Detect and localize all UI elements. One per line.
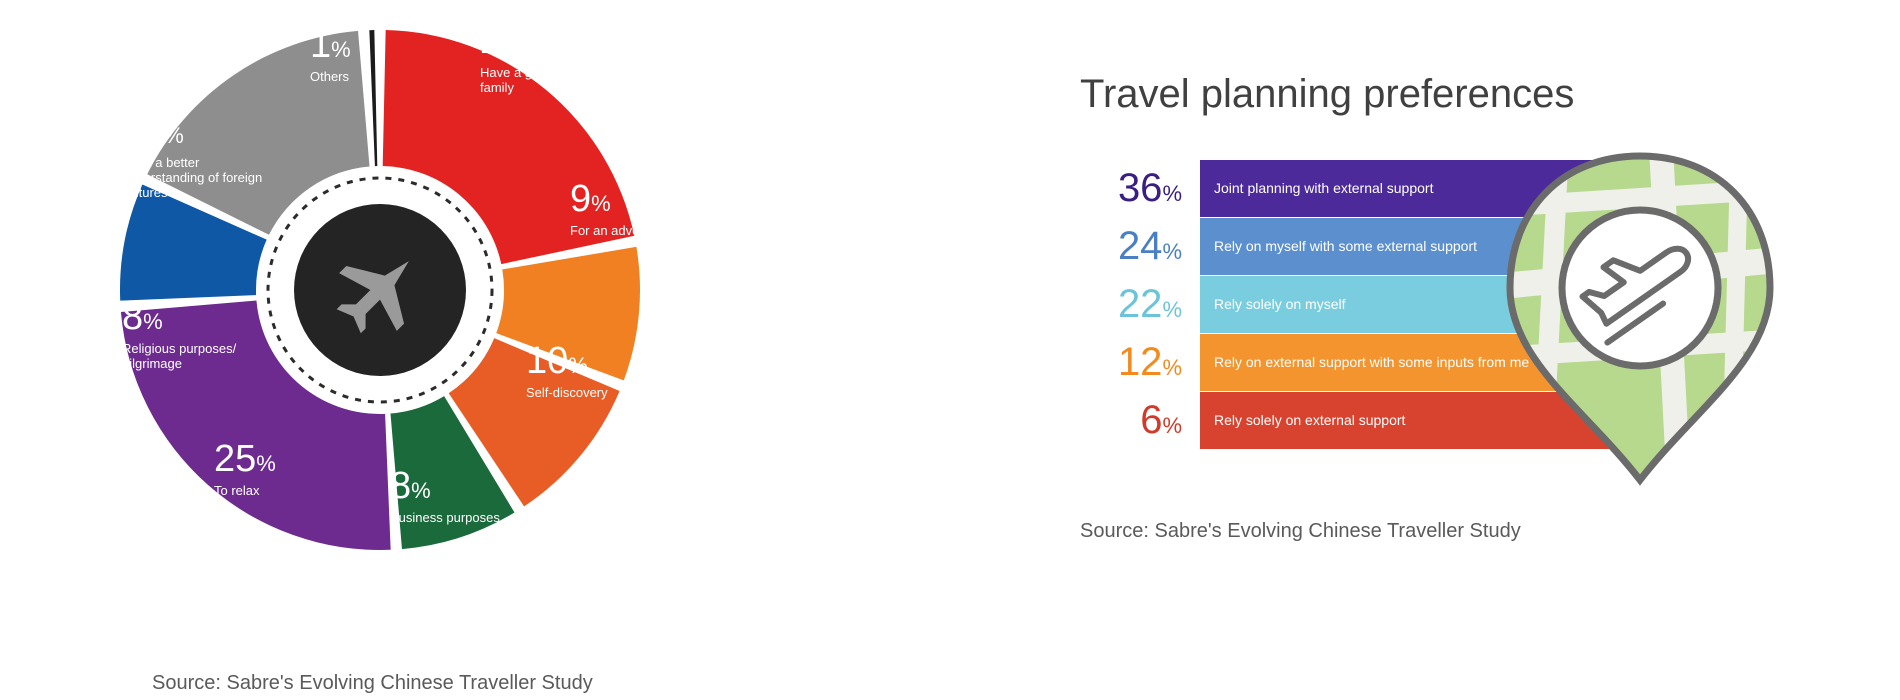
donut-segment-label: 17%Seek a better understanding of foreig…: [122, 110, 277, 201]
planning-bar-pct: 36%: [1080, 166, 1200, 211]
donut-segment-label: 9%For an adventure: [570, 178, 680, 239]
planning-bar-pct: 24%: [1080, 224, 1200, 269]
planning-bar-pct: 22%: [1080, 282, 1200, 327]
donut-segment-label: 25%To relax: [214, 438, 324, 499]
reasons-donut-panel: 22%Have a good time with friends or fami…: [0, 0, 900, 700]
map-pin-icon: [1500, 148, 1780, 488]
donut-segment-label: 10%Self-discovery: [526, 340, 666, 401]
donut-segment-label: 22%Have a good time with friends or fami…: [480, 20, 670, 96]
reasons-donut-chart: 22%Have a good time with friends or fami…: [90, 0, 670, 580]
planning-title: Travel planning preferences: [1080, 72, 1574, 117]
donut-segment-label: 8%Religious purposes/ pilgrimage: [122, 296, 252, 372]
donut-source-text: Source: Sabre's Evolving Chinese Travell…: [152, 672, 593, 695]
planning-bar-pct: 12%: [1080, 340, 1200, 385]
planning-bars-panel: Travel planning preferences 36%Joint pla…: [900, 0, 1900, 700]
donut-segment-label: 8%Business purposes: [390, 465, 540, 526]
donut-segment-label: 1%Others: [310, 24, 410, 85]
planning-bar-pct: 6%: [1080, 398, 1200, 443]
planning-source-text: Source: Sabre's Evolving Chinese Travell…: [1080, 520, 1521, 543]
